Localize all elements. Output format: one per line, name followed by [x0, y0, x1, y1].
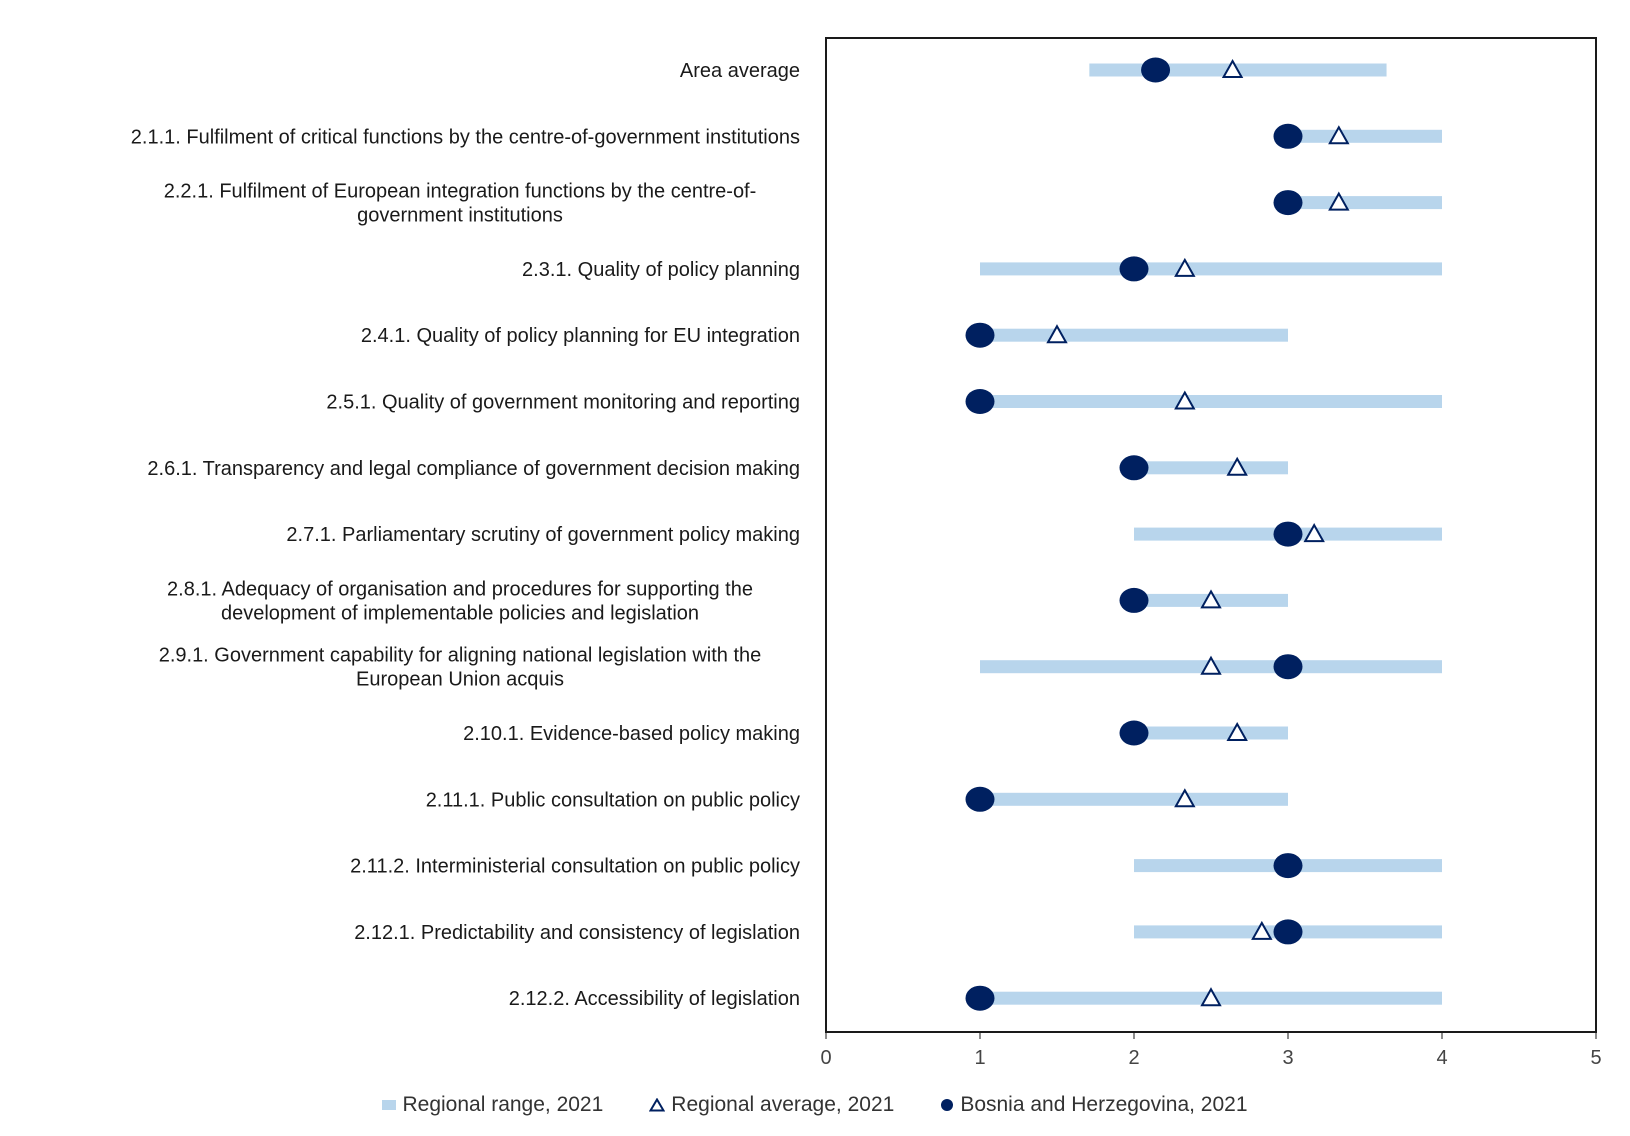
- legend-range-label: Regional range, 2021: [402, 1093, 604, 1116]
- x-tick-label: 0: [820, 1047, 831, 1069]
- legend-triangle-icon: [649, 1098, 666, 1112]
- range-bar: [980, 262, 1442, 276]
- x-tick-label: 1: [974, 1047, 985, 1069]
- range-bar: [1288, 129, 1442, 143]
- range-bar: [980, 328, 1288, 342]
- category-label-line: 2.9.1. Government capability for alignin…: [159, 645, 762, 667]
- category-label-line: 2.1.1. Fulfilment of critical functions …: [131, 126, 800, 148]
- category-label-line: 2.5.1. Quality of government monitoring …: [326, 392, 800, 414]
- country-dot: [1119, 256, 1149, 282]
- regional-average-marker: [1174, 257, 1196, 277]
- regional-average-marker: [1200, 655, 1222, 675]
- legend-average-label: Regional average, 2021: [671, 1093, 895, 1116]
- category-label-line: Area average: [680, 60, 800, 82]
- country-dot: [965, 786, 995, 812]
- country-dot: [1273, 190, 1303, 216]
- category-label: 2.12.1. Predictability and consistency o…: [354, 922, 800, 944]
- country-dot: [1273, 123, 1303, 149]
- plot-frame: [825, 37, 1597, 1033]
- regional-average-layer: [1046, 58, 1350, 1007]
- category-label: 2.7.1. Parliamentary scrutiny of governm…: [286, 524, 800, 546]
- category-label: 2.8.1. Adequacy of organisation and proc…: [167, 578, 753, 624]
- category-label-line: 2.11.2. Interministerial consultation on…: [350, 856, 800, 878]
- category-label: 2.6.1. Transparency and legal compliance…: [147, 458, 800, 480]
- category-label: 2.11.1. Public consultation on public po…: [426, 789, 800, 811]
- regional-average-marker: [1221, 58, 1244, 78]
- category-label: 2.10.1. Evidence-based policy making: [463, 723, 800, 745]
- regional-average-marker: [1174, 788, 1196, 808]
- regional-average-marker: [1328, 125, 1350, 145]
- range-bar: [1288, 196, 1442, 210]
- x-tick-label: 2: [1128, 1047, 1139, 1069]
- legend-bih-label: Bosnia and Herzegovina, 2021: [960, 1093, 1248, 1116]
- chart: Area average 2.1.1. Fulfilment of critica…: [131, 37, 1602, 1069]
- regional-average-marker: [1174, 390, 1196, 410]
- range-bars-layer: [980, 63, 1442, 1005]
- category-label-line: European Union acquis: [356, 669, 564, 691]
- category-label: Area average: [680, 60, 800, 82]
- category-label-line: development of implementable policies an…: [221, 602, 699, 624]
- country-dot: [965, 389, 995, 414]
- country-dot: [1273, 521, 1303, 547]
- legend-dot-icon: [940, 1098, 954, 1112]
- legend-item-average: Regional average, 2021: [649, 1093, 894, 1117]
- country-dots-layer: [965, 57, 1303, 1011]
- country-dot: [1119, 587, 1149, 613]
- category-label-line: 2.12.2. Accessibility of legislation: [509, 988, 800, 1010]
- category-label: 2.2.1. Fulfilment of European integratio…: [164, 181, 757, 227]
- category-label: 2.11.2. Interministerial consultation on…: [350, 856, 800, 878]
- range-bar: [980, 395, 1442, 408]
- category-label-line: 2.4.1. Quality of policy planning for EU…: [361, 325, 800, 347]
- regional-average-marker: [1200, 987, 1222, 1007]
- category-label: 2.9.1. Government capability for alignin…: [159, 645, 762, 691]
- regional-average-marker: [1226, 721, 1248, 741]
- country-dot: [1119, 720, 1149, 746]
- category-label: 2.5.1. Quality of government monitoring …: [326, 392, 800, 414]
- category-labels-layer: Area average 2.1.1. Fulfilment of critica…: [131, 60, 800, 1010]
- category-label: 2.3.1. Quality of policy planning: [522, 259, 800, 281]
- country-dot: [1273, 919, 1303, 945]
- category-label-line: 2.3.1. Quality of policy planning: [522, 259, 800, 281]
- regional-average-marker: [1046, 324, 1068, 344]
- range-bar: [980, 792, 1288, 806]
- category-label-line: government institutions: [357, 205, 563, 227]
- x-tick-label: 3: [1282, 1047, 1293, 1069]
- category-label: 2.12.2. Accessibility of legislation: [509, 988, 800, 1010]
- category-label: 2.1.1. Fulfilment of critical functions …: [131, 126, 800, 148]
- category-label-line: 2.2.1. Fulfilment of European integratio…: [164, 181, 757, 203]
- category-label-line: 2.11.1. Public consultation on public po…: [426, 789, 800, 811]
- legend-range-swatch: [382, 1100, 397, 1110]
- regional-average-marker: [1303, 523, 1325, 543]
- x-tick-label: 5: [1590, 1047, 1601, 1069]
- country-dot: [1273, 853, 1303, 879]
- category-label-line: 2.7.1. Parliamentary scrutiny of governm…: [286, 524, 800, 546]
- regional-average-marker: [1226, 456, 1248, 476]
- regional-average-marker: [1251, 920, 1273, 940]
- legend-item-range: Regional range, 2021: [382, 1093, 603, 1117]
- range-bar: [1134, 726, 1288, 740]
- category-label-line: 2.6.1. Transparency and legal compliance…: [147, 458, 800, 480]
- country-dot: [965, 322, 995, 348]
- country-dot: [965, 985, 995, 1011]
- regional-average-marker: [1328, 191, 1350, 211]
- regional-average-marker: [1200, 589, 1222, 609]
- category-label-line: 2.12.1. Predictability and consistency o…: [354, 922, 800, 944]
- country-dot: [1141, 57, 1171, 83]
- x-tick-label: 4: [1436, 1047, 1447, 1069]
- range-bar: [1134, 461, 1288, 475]
- country-dot: [1273, 654, 1303, 680]
- x-axis-ticks-layer: 0 1 2 3 4 5: [820, 1032, 1602, 1069]
- category-label-line: 2.10.1. Evidence-based policy making: [463, 723, 800, 745]
- category-label: 2.4.1. Quality of policy planning for EU…: [361, 325, 800, 347]
- legend-item-bih: Bosnia and Herzegovina, 2021: [940, 1093, 1248, 1117]
- category-label-line: 2.8.1. Adequacy of organisation and proc…: [167, 578, 753, 600]
- country-dot: [1119, 455, 1149, 481]
- legend: Regional range, 2021 Regional average, 2…: [0, 1090, 1630, 1120]
